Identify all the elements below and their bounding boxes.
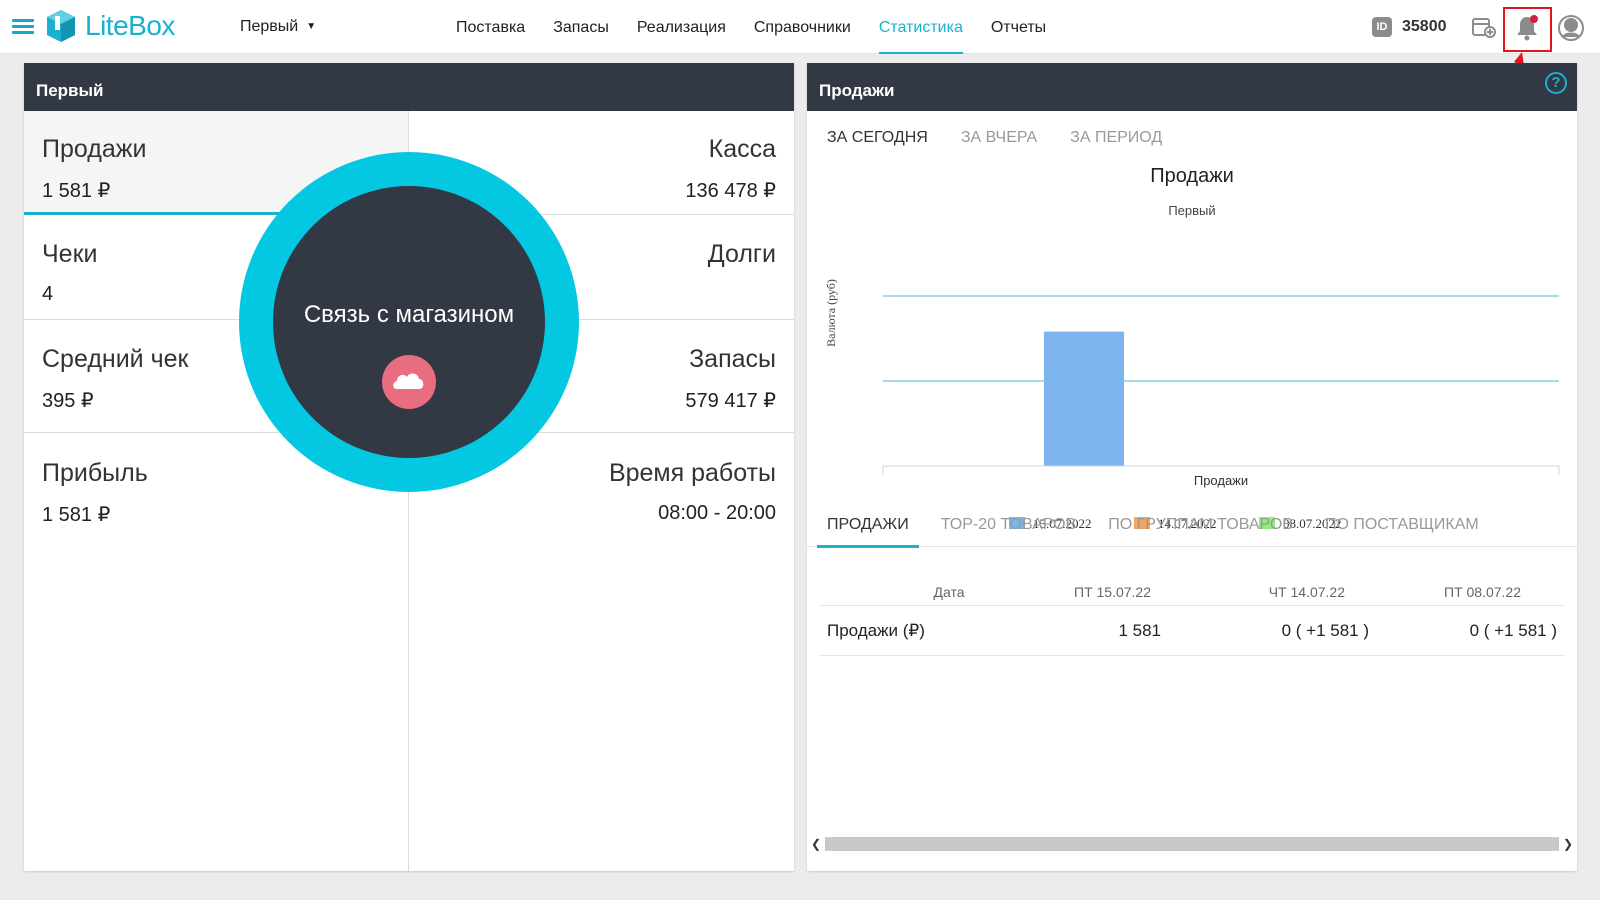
scroll-left-icon[interactable]: ❮ xyxy=(810,837,822,851)
panel-title: Продажи xyxy=(807,63,1577,111)
stat-value: 395 ₽ xyxy=(42,390,94,412)
stat-label: Чеки xyxy=(42,240,98,268)
stat-working-hours[interactable]: Время работы 08:00 - 20:00 xyxy=(409,435,794,539)
nav-statistics[interactable]: Статистика xyxy=(878,0,963,54)
chart-title: Продажи xyxy=(1150,165,1234,187)
store-dropdown-label: Первый xyxy=(240,18,299,35)
store-connection-inner: Связь с магазином xyxy=(273,186,545,458)
period-tabs: ЗА СЕГОДНЯ ЗА ВЧЕРА ЗА ПЕРИОД xyxy=(827,129,1195,147)
panel-title: Первый xyxy=(24,63,794,111)
table-row: Продажи (₽) 1 581 0 ( +1 581 ) 0 ( +1 58… xyxy=(819,606,1565,656)
row-label: Продажи (₽) xyxy=(827,620,925,640)
stat-label: Средний чек xyxy=(42,345,189,373)
legend-item[interactable]: 08.07.2022 xyxy=(1259,516,1342,531)
legend-item[interactable]: 15.07.2022 xyxy=(1009,516,1092,531)
legend-label: 08.07.2022 xyxy=(1283,516,1342,531)
stat-label: Прибыль xyxy=(42,459,148,487)
stat-label: Время работы xyxy=(608,459,776,487)
main-nav: Поставка Запасы Реализация Справочники С… xyxy=(456,0,1074,54)
sales-chart: Валюта (руб) Продажи 15.07.2022 14.07.202… xyxy=(824,279,1560,531)
connection-label: Связь с магазином xyxy=(303,301,515,328)
scroll-thumb[interactable] xyxy=(825,837,1559,851)
legend-swatch xyxy=(1259,517,1275,529)
legend-label: 15.07.2022 xyxy=(1033,516,1092,531)
tab-by-groups[interactable]: ПО ГРУППАМ ТОВАРОВ xyxy=(1108,516,1293,533)
x-axis-category-label: Продажи xyxy=(1194,473,1248,488)
scroll-right-icon[interactable]: ❯ xyxy=(1562,837,1574,851)
sales-table: Дата ПТ 15.07.22 ЧТ 14.07.22 ПТ 08.07.22… xyxy=(819,578,1565,656)
cloud-icon xyxy=(382,355,436,409)
litebox-cube-icon xyxy=(47,10,75,42)
bell-icon[interactable] xyxy=(1515,15,1539,41)
legend-swatch xyxy=(1134,517,1150,529)
header-text: Дата xyxy=(933,584,965,600)
user-avatar-icon[interactable] xyxy=(1558,15,1584,41)
legend-label: 14.07.2022 xyxy=(1158,516,1217,531)
header-text: ЧТ 14.07.22 xyxy=(1268,584,1345,600)
tab-top20[interactable]: ТОР-20 ТОВАРОВ xyxy=(940,516,1077,533)
header-text: ПТ 15.07.22 xyxy=(1074,584,1151,600)
tab-yesterday[interactable]: ЗА ВЧЕРА xyxy=(960,129,1038,146)
stat-value: 1 581 ₽ xyxy=(42,180,111,202)
app-name: LiteBox xyxy=(85,10,175,41)
bar-15.07.2022[interactable] xyxy=(1044,331,1124,466)
table-cell: 0 ( +1 581 ) xyxy=(1281,620,1369,640)
notification-highlight-box xyxy=(1503,7,1552,52)
stat-receipts[interactable]: Чеки 4 xyxy=(24,216,408,320)
store-add-icon[interactable] xyxy=(1472,16,1496,38)
table-cell: 0 ( +1 581 ) xyxy=(1469,620,1557,640)
stat-value: 1 581 ₽ xyxy=(42,504,111,526)
nav-supply[interactable]: Поставка xyxy=(456,19,526,36)
hamburger-menu-icon[interactable] xyxy=(12,19,34,35)
column-header-day1: ПТ 15.07.22 xyxy=(1019,578,1201,605)
nav-sales[interactable]: Реализация xyxy=(636,19,726,36)
legend-item[interactable]: 14.07.2022 xyxy=(1134,516,1217,531)
account-id: 35800 xyxy=(1402,18,1447,35)
column-header-date: Дата xyxy=(819,578,1019,605)
caret-down-icon: ▼ xyxy=(306,21,317,32)
y-axis-label: Валюта (руб) xyxy=(824,279,838,347)
stat-value: 4 xyxy=(42,283,54,305)
nav-references[interactable]: Справочники xyxy=(753,19,851,36)
stat-sales[interactable]: Продажи 1 581 ₽ xyxy=(24,111,408,215)
legend-swatch xyxy=(1009,517,1025,529)
stat-stock[interactable]: Запасы 579 417 ₽ xyxy=(409,321,794,433)
store-connection-indicator[interactable]: Связь с магазином xyxy=(239,152,579,492)
table-header: Дата ПТ 15.07.22 ЧТ 14.07.22 ПТ 08.07.22 xyxy=(819,578,1565,606)
column-header-day3: ПТ 08.07.22 xyxy=(1383,578,1565,605)
stat-label: Касса xyxy=(708,135,776,163)
table-cell: 1 581 xyxy=(1118,620,1161,640)
stat-label: Долги xyxy=(707,240,776,268)
stat-label: Запасы xyxy=(689,345,776,373)
sales-report-tabs: ПРОДАЖИ ТОР-20 ТОВАРОВ ПО ГРУППАМ ТОВАРО… xyxy=(807,503,1577,548)
stat-value: 579 417 ₽ xyxy=(685,390,776,412)
tab-period[interactable]: ЗА ПЕРИОД xyxy=(1070,129,1163,146)
nav-reports[interactable]: Отчеты xyxy=(990,19,1047,36)
litebox-logo[interactable]: LiteBox xyxy=(45,8,175,44)
header-text: ПТ 08.07.22 xyxy=(1444,584,1521,600)
help-icon[interactable]: ? xyxy=(1545,72,1567,94)
bars xyxy=(1044,331,1124,466)
column-header-day2: ЧТ 14.07.22 xyxy=(1201,578,1383,605)
stat-average-receipt[interactable]: Средний чек 395 ₽ xyxy=(24,321,408,433)
horizontal-scrollbar[interactable]: ❮ ❯ xyxy=(807,835,1577,853)
stat-label: Продажи xyxy=(42,135,147,163)
nav-stock[interactable]: Запасы xyxy=(553,19,609,36)
tab-sales[interactable]: ПРОДАЖИ xyxy=(817,503,919,548)
stat-value: 08:00 - 20:00 xyxy=(658,502,776,524)
gridlines xyxy=(883,295,1559,382)
stat-cash[interactable]: Касса 136 478 ₽ xyxy=(409,111,794,215)
tab-by-suppliers[interactable]: ПО ПОСТАВЩИКАМ xyxy=(1324,516,1479,533)
sales-panel: Продажи ? ЗА СЕГОДНЯ ЗА ВЧЕРА ЗА ПЕРИОД … xyxy=(807,63,1577,871)
chart-subtitle: Первый xyxy=(1168,203,1216,218)
store-dropdown[interactable]: Первый ▼ xyxy=(240,18,316,36)
id-icon: ID xyxy=(1372,17,1392,37)
stat-value: 136 478 ₽ xyxy=(685,180,776,202)
stat-debts[interactable]: Долги xyxy=(409,216,794,320)
stat-profit[interactable]: Прибыль 1 581 ₽ xyxy=(24,435,408,539)
chart-legend: 15.07.2022 14.07.2022 08.07.2022 xyxy=(1009,516,1342,531)
tab-today[interactable]: ЗА СЕГОДНЯ xyxy=(827,129,928,146)
top-bar: LiteBox Первый ▼ Поставка Запасы Реализац… xyxy=(0,0,1600,54)
